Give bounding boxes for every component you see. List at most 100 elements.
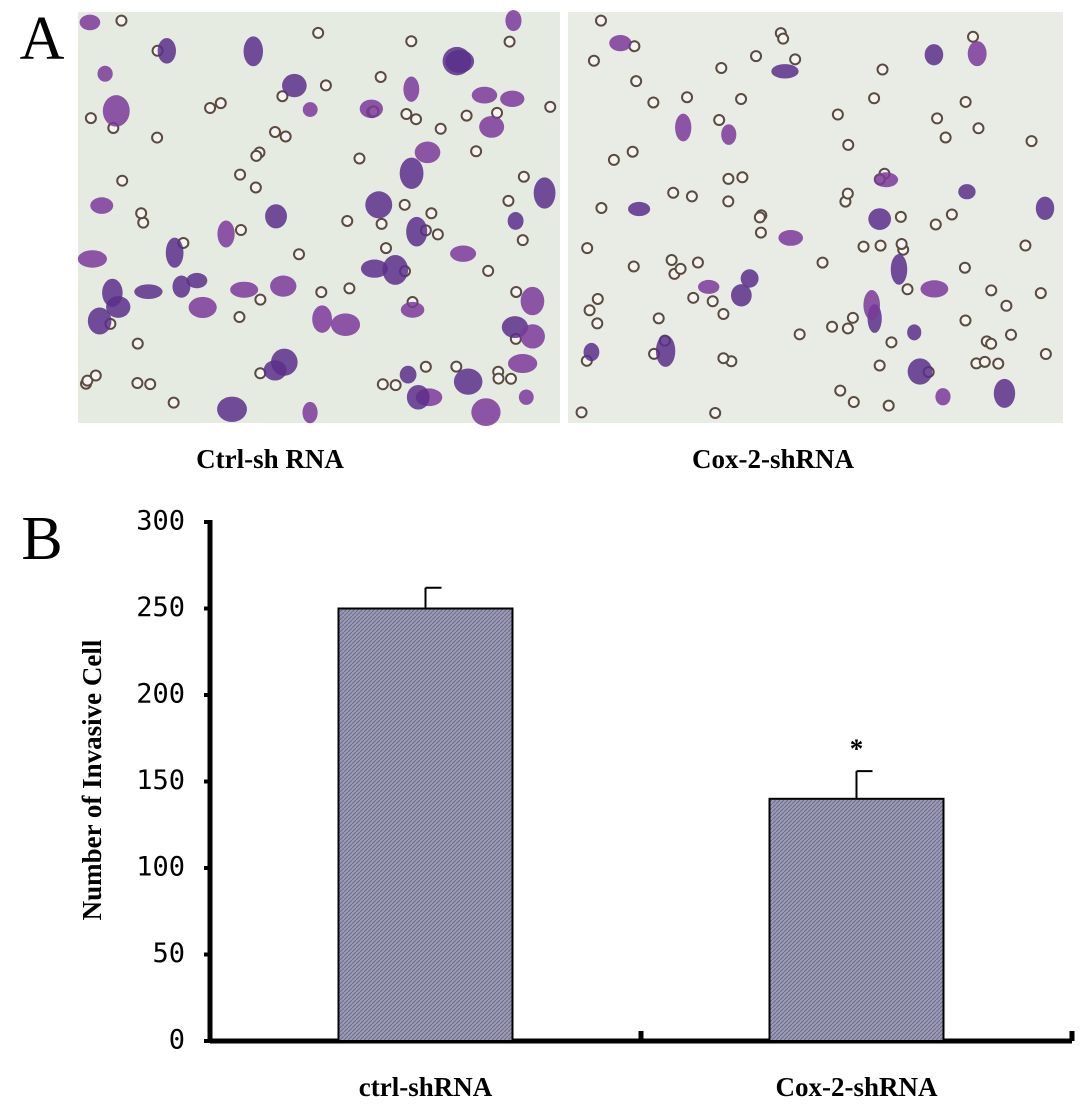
pore — [81, 374, 94, 387]
cell — [90, 197, 114, 214]
cell — [471, 86, 498, 104]
cell — [730, 284, 752, 307]
cell — [993, 378, 1016, 408]
cell — [445, 49, 475, 73]
cell — [507, 212, 524, 230]
cell — [721, 124, 737, 145]
cell — [79, 14, 101, 31]
pore — [834, 384, 847, 397]
pore — [482, 264, 495, 277]
cell — [359, 99, 383, 119]
pore — [630, 75, 643, 88]
pore — [151, 131, 164, 144]
pore — [945, 208, 958, 221]
cell — [890, 254, 908, 285]
cell — [453, 368, 483, 395]
cell — [165, 237, 184, 268]
y-tick-label: 300 — [136, 506, 185, 537]
pore — [789, 53, 802, 66]
pore — [389, 379, 402, 392]
pore — [992, 357, 1005, 370]
pore — [681, 91, 694, 104]
cell — [302, 401, 318, 424]
cell — [967, 41, 987, 67]
pore — [116, 174, 129, 187]
y-tick-label: 250 — [136, 592, 185, 623]
pore — [831, 108, 844, 121]
cell — [188, 296, 217, 319]
cell — [243, 36, 264, 67]
cell — [609, 35, 632, 52]
cell — [920, 280, 949, 298]
bar — [337, 607, 514, 1042]
cell — [403, 76, 420, 102]
pore — [1025, 135, 1038, 148]
cell — [382, 255, 409, 285]
x-tick-label: Cox-2-shRNA — [776, 1072, 939, 1102]
image-caption: Ctrl-sh RNA — [196, 444, 344, 474]
pore — [691, 256, 704, 269]
pore — [793, 328, 806, 341]
cell — [400, 301, 425, 318]
pore — [959, 314, 972, 327]
pore — [375, 217, 388, 230]
pore — [687, 291, 700, 304]
pore — [254, 293, 267, 306]
pore — [754, 226, 767, 239]
cell — [450, 245, 477, 262]
pore — [978, 355, 991, 368]
cell — [907, 358, 933, 385]
pore — [985, 284, 998, 297]
cell — [505, 9, 522, 32]
pore — [967, 30, 980, 43]
pore — [931, 112, 944, 125]
pore — [581, 242, 594, 255]
pore — [353, 152, 366, 165]
pore — [857, 240, 870, 253]
cell — [907, 324, 922, 341]
cell — [360, 259, 388, 278]
pore — [901, 283, 914, 296]
pore — [1000, 299, 1013, 312]
pore — [460, 109, 473, 122]
pore — [343, 282, 356, 295]
pore — [885, 336, 898, 349]
x-tick-label: ctrl-shRNA — [359, 1072, 493, 1102]
cell — [697, 279, 720, 294]
pore — [722, 172, 735, 185]
pore — [874, 239, 887, 252]
pore — [627, 260, 640, 273]
cell — [778, 229, 804, 246]
pore — [374, 70, 387, 83]
cell — [520, 324, 545, 349]
pore — [276, 90, 289, 103]
y-axis-label: Number of Invasive Cell — [77, 639, 107, 920]
pore — [958, 261, 971, 274]
cell — [583, 342, 600, 362]
pore — [1019, 239, 1032, 252]
pore — [502, 194, 515, 207]
cell — [399, 157, 424, 189]
cell — [270, 275, 297, 297]
bar — [768, 797, 945, 1042]
cell — [479, 115, 505, 138]
pore — [777, 32, 790, 45]
cell — [958, 184, 976, 200]
pore — [115, 14, 128, 27]
pore — [706, 295, 719, 308]
pore — [583, 304, 596, 317]
y-tick-label: 100 — [136, 852, 185, 883]
pore — [826, 320, 839, 333]
micrographs — [77, 9, 1063, 427]
cell — [270, 348, 298, 376]
image-caption: Cox-2-shRNA — [692, 444, 855, 474]
cell — [106, 296, 131, 318]
pore — [939, 131, 952, 144]
cell — [77, 250, 107, 268]
pore — [470, 145, 483, 158]
pore — [985, 337, 998, 350]
y-tick-label: 50 — [152, 938, 185, 969]
pore — [249, 181, 262, 194]
pore — [510, 285, 523, 298]
pore — [517, 170, 530, 183]
